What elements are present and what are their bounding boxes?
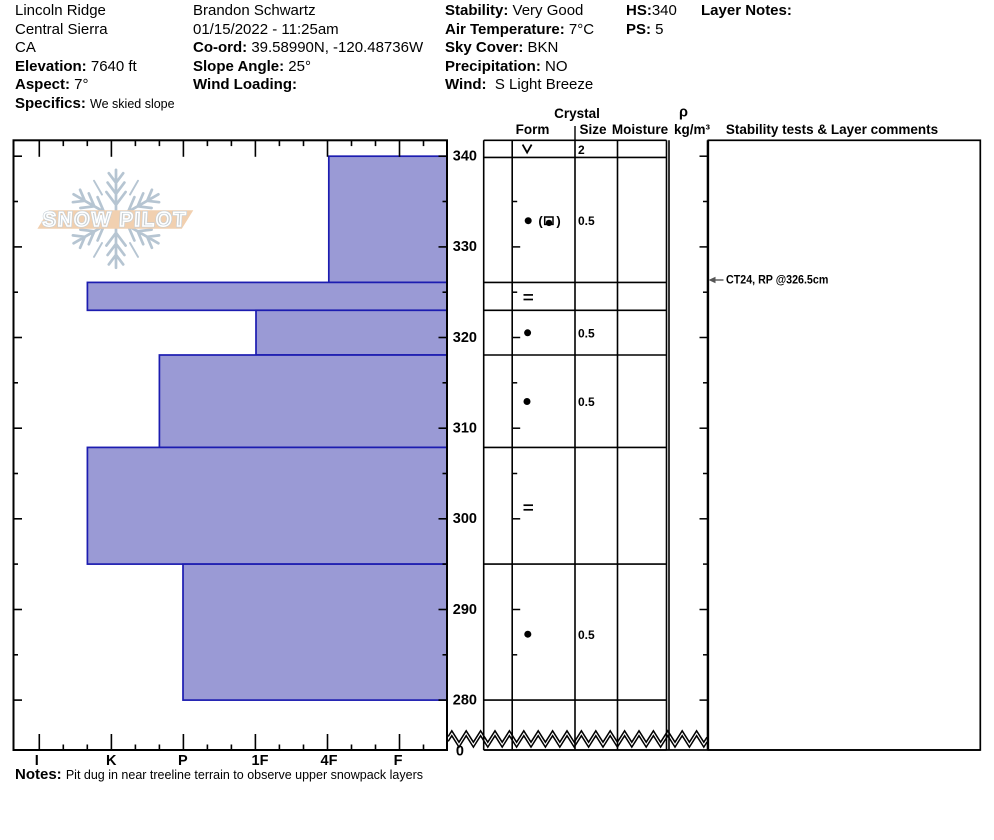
svg-text:ρ: ρ xyxy=(679,105,688,121)
svg-text:4F: 4F xyxy=(321,753,338,769)
svg-text:0.5: 0.5 xyxy=(578,214,595,228)
svg-text:320: 320 xyxy=(453,330,477,346)
svg-text:P: P xyxy=(178,753,188,769)
svg-text:SNOW PILOT: SNOW PILOT xyxy=(42,209,188,231)
svg-text:0.5: 0.5 xyxy=(578,628,595,642)
svg-text:300: 300 xyxy=(453,511,477,527)
svg-text:CT24, RP @326.5cm: CT24, RP @326.5cm xyxy=(726,274,828,287)
svg-text:kg/m³: kg/m³ xyxy=(674,122,711,137)
svg-text:280: 280 xyxy=(453,692,477,708)
svg-text:290: 290 xyxy=(453,602,477,618)
svg-text:F: F xyxy=(394,753,403,769)
svg-text:Form: Form xyxy=(516,122,550,137)
svg-text:340: 340 xyxy=(453,149,477,165)
svg-text:0: 0 xyxy=(456,744,464,760)
svg-text:Crystal: Crystal xyxy=(554,106,600,121)
svg-text:310: 310 xyxy=(453,421,477,437)
svg-text:Moisture: Moisture xyxy=(612,122,669,137)
svg-text:Size: Size xyxy=(579,122,607,137)
svg-text:SNOW PILOT: SNOW PILOT xyxy=(42,209,188,231)
svg-text:): ) xyxy=(556,213,560,228)
svg-text:(: ( xyxy=(538,213,543,228)
svg-text:330: 330 xyxy=(453,239,477,255)
svg-text:0.5: 0.5 xyxy=(578,327,595,341)
svg-text:1F: 1F xyxy=(252,753,269,769)
svg-text:K: K xyxy=(106,753,117,769)
svg-text:0.5: 0.5 xyxy=(578,395,595,409)
svg-text:I: I xyxy=(35,753,39,769)
svg-text:2: 2 xyxy=(578,143,585,157)
svg-text:Stability tests & Layer commen: Stability tests & Layer comments xyxy=(726,122,938,137)
